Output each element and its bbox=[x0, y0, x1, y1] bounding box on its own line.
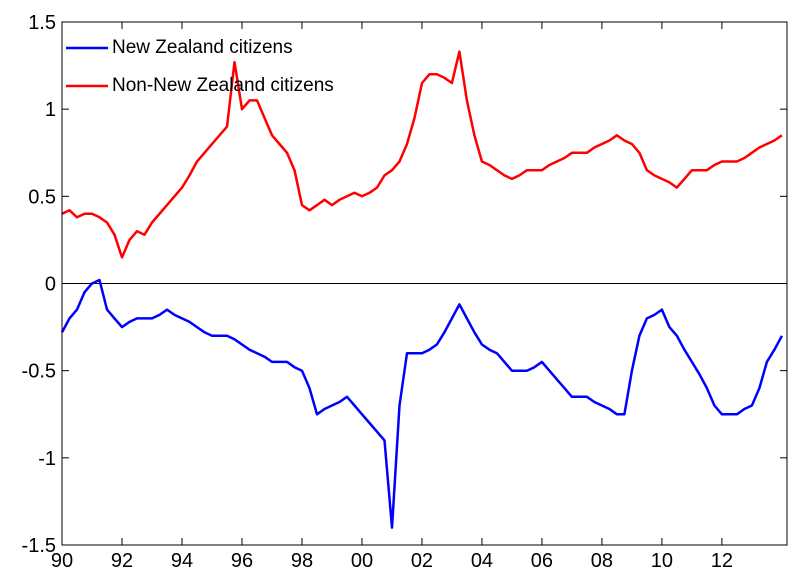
legend-label: New Zealand citizens bbox=[112, 37, 293, 58]
y-tick-label: -0.5 bbox=[22, 361, 56, 383]
x-tick-label: 04 bbox=[471, 550, 493, 572]
x-tick-label: 06 bbox=[531, 550, 553, 572]
x-tick-label: 12 bbox=[711, 550, 733, 572]
y-tick-label: 0 bbox=[45, 274, 56, 296]
x-tick-label: 94 bbox=[171, 550, 193, 572]
x-tick-label: 08 bbox=[591, 550, 613, 572]
y-tick-label: -1.5 bbox=[22, 535, 56, 557]
y-tick-label: 1.5 bbox=[28, 12, 56, 34]
series-line bbox=[61, 50, 783, 259]
x-tick-label: 98 bbox=[291, 550, 313, 572]
x-tick-label: 90 bbox=[51, 550, 73, 572]
x-tick-label: 10 bbox=[651, 550, 673, 572]
y-tick-label: -1 bbox=[38, 448, 56, 470]
x-tick-label: 96 bbox=[231, 550, 253, 572]
y-tick-label: 0.5 bbox=[28, 186, 56, 208]
x-tick-label: 02 bbox=[411, 550, 433, 572]
legend-label: Non-New Zealand citizens bbox=[112, 75, 334, 96]
y-tick-label: 1 bbox=[45, 99, 56, 121]
x-tick-label: 92 bbox=[111, 550, 133, 572]
x-tick-label: 00 bbox=[351, 550, 373, 572]
series-line bbox=[60, 278, 784, 529]
plot-frame bbox=[61, 21, 788, 546]
